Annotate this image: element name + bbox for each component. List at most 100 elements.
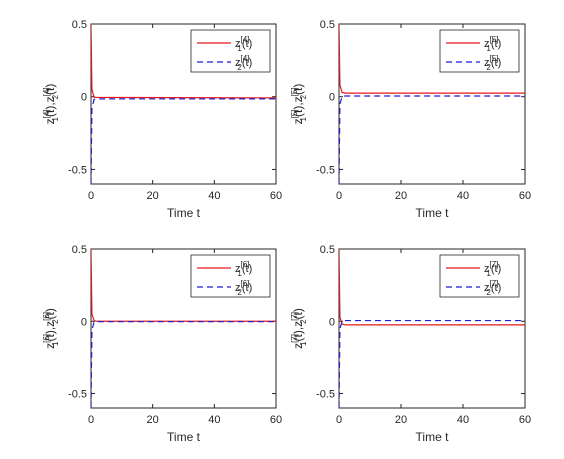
y-tick-label: 0.5	[320, 19, 335, 31]
axes-box	[90, 248, 277, 409]
x-tick-label: 0	[88, 190, 94, 202]
label-part: 2	[237, 288, 242, 297]
label-part: z	[235, 263, 241, 275]
label-part: z	[291, 343, 305, 349]
x-tick-label: 60	[519, 190, 531, 202]
x-tick-label: 60	[519, 414, 531, 426]
label-part: 2	[486, 288, 491, 297]
x-axis-label: Time t	[416, 206, 450, 220]
label-part: (t),	[43, 327, 57, 342]
x-tick-label: 0	[336, 190, 342, 202]
label-part: 1	[486, 44, 491, 53]
label-part: (t)	[43, 84, 57, 95]
label-part: [5]	[290, 87, 299, 96]
legend-box	[439, 29, 520, 73]
legend-label-2: z[7] 2(t)	[484, 279, 501, 297]
label-part: [7]	[490, 279, 499, 288]
x-axis-label: Time t	[416, 430, 450, 444]
x-tick-label: 40	[457, 414, 469, 426]
label-part: z	[484, 282, 490, 294]
x-axis-label: Time t	[167, 206, 201, 220]
label-part: [4]	[42, 87, 51, 96]
legend-label-1: z[5] 1(t)	[484, 35, 501, 53]
legend: z[6] 1(t)z[6] 2(t)	[190, 254, 271, 298]
label-part: 1	[486, 269, 491, 278]
x-tick-label: 20	[147, 414, 159, 426]
label-part: z	[484, 57, 490, 69]
label-part: 2	[51, 319, 60, 324]
label-part: (t)	[242, 57, 252, 69]
label-part: z	[291, 321, 305, 327]
label-part: [5]	[490, 54, 499, 63]
label-part: z	[235, 57, 241, 69]
y-tick-label: 0.5	[72, 244, 87, 256]
label-part: z	[291, 118, 305, 124]
label-part: 1	[237, 44, 242, 53]
y-tick-label: 0.5	[72, 19, 87, 31]
axes-box	[338, 248, 526, 409]
label-part: (t),	[291, 327, 305, 342]
label-part: z	[235, 282, 241, 294]
label-part: 1	[51, 341, 60, 346]
legend: z[7] 1(t)z[7] 2(t)	[439, 254, 520, 298]
series-line-2	[91, 98, 276, 184]
label-part: (t),	[43, 102, 57, 117]
y-tick-label: 0	[81, 316, 87, 328]
label-part: 1	[237, 269, 242, 278]
y-tick-label: -0.5	[316, 389, 335, 401]
label-part: [5]	[490, 35, 499, 44]
label-part: 1	[299, 116, 308, 121]
label-part: 1	[299, 341, 308, 346]
label-part: [7]	[290, 334, 299, 343]
label-part: [6]	[42, 334, 51, 343]
x-tick-label: 0	[88, 414, 94, 426]
x-tick-label: 40	[208, 414, 220, 426]
label-part: [4]	[241, 35, 250, 44]
label-part: (t),	[291, 102, 305, 117]
label-part: [6]	[241, 279, 250, 288]
label-part: (t)	[242, 38, 252, 50]
label-part: 2	[51, 94, 60, 99]
series-line-1	[91, 249, 276, 322]
x-tick-label: 20	[395, 414, 407, 426]
label-part: 2	[299, 319, 308, 324]
series-line-2	[339, 319, 525, 408]
legend: z[5] 1(t)z[5] 2(t)	[439, 29, 520, 73]
legend-label-1: z[4] 1(t)	[235, 35, 252, 53]
label-part: (t)	[242, 282, 252, 294]
y-axis-label: z[4]1(t),z[4]2(t)	[42, 84, 60, 125]
legend: z[4] 1(t)z[4] 2(t)	[190, 29, 271, 73]
label-part: (t)	[43, 308, 57, 319]
x-tick-label: 20	[395, 190, 407, 202]
label-part: z	[43, 96, 57, 102]
y-tick-label: -0.5	[68, 164, 87, 176]
label-part: z	[43, 343, 57, 349]
series-line-1	[339, 24, 525, 94]
y-tick-label: -0.5	[316, 164, 335, 176]
label-part: (t)	[491, 38, 501, 50]
axes-box	[338, 23, 526, 185]
label-part: [6]	[241, 260, 250, 269]
y-axis-label: z[7]1(t),z[7]2(t)	[290, 308, 308, 349]
x-tick-label: 40	[457, 190, 469, 202]
label-part: (t)	[491, 57, 501, 69]
label-part: [7]	[490, 260, 499, 269]
label-part: z	[43, 321, 57, 327]
label-part: (t)	[242, 263, 252, 275]
series-line-1	[91, 24, 276, 99]
label-part: 2	[237, 63, 242, 72]
label-part: 2	[486, 63, 491, 72]
legend-label-2: z[5] 2(t)	[484, 54, 501, 72]
legend-label-2: z[4] 2(t)	[235, 54, 252, 72]
legend-box	[439, 254, 520, 298]
label-part: [7]	[290, 312, 299, 321]
x-axis-label: Time t	[167, 430, 201, 444]
x-tick-label: 40	[208, 190, 220, 202]
label-part: (t)	[491, 263, 501, 275]
label-part: (t)	[291, 84, 305, 95]
label-part: [6]	[42, 312, 51, 321]
label-part: [5]	[290, 109, 299, 118]
